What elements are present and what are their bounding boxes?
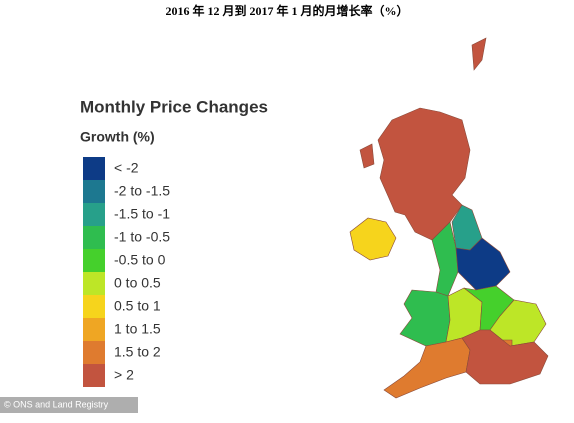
- legend: < -2 -2 to -1.5 -1.5 to -1 -1 to -0.5 -0.5 t…: [83, 157, 170, 387]
- legend-swatch: [83, 364, 105, 387]
- legend-swatch: [83, 203, 105, 226]
- legend-label: -0.5 to 0: [114, 252, 166, 268]
- legend-label: -1 to -0.5: [114, 229, 170, 245]
- legend-label: < -2: [114, 160, 139, 176]
- legend-swatch: [83, 272, 105, 295]
- legend-swatch: [83, 157, 105, 180]
- legend-swatch: [83, 341, 105, 364]
- legend-swatch: [83, 180, 105, 203]
- legend-title: Monthly Price Changes: [80, 97, 268, 116]
- legend-label: 0 to 0.5: [114, 275, 161, 291]
- legend-swatch: [83, 318, 105, 341]
- legend-label: 0.5 to 1: [114, 298, 161, 314]
- page-title: 2016 年 12 月到 2017 年 1 月的月增长率（%）: [165, 3, 408, 18]
- legend-subtitle: Growth (%): [80, 129, 155, 145]
- region-yorkshire: [455, 237, 511, 291]
- region-scotland-islands: [359, 37, 487, 169]
- region-northern-ireland: [349, 217, 397, 261]
- legend-label: 1.5 to 2: [114, 344, 161, 360]
- region-south-west: [383, 337, 471, 399]
- credit-bg: [0, 397, 138, 413]
- credit: © ONS and Land Registry: [4, 399, 109, 409]
- legend-label: 1 to 1.5: [114, 321, 161, 337]
- legend-label: > 2: [114, 367, 134, 383]
- legend-swatch: [83, 295, 105, 318]
- legend-label: -1.5 to -1: [114, 206, 170, 222]
- legend-swatch: [83, 249, 105, 272]
- region-north-west: [431, 221, 459, 297]
- map: [349, 37, 549, 399]
- region-south-east: [461, 329, 549, 385]
- legend-label: -2 to -1.5: [114, 183, 170, 199]
- region-wales: [399, 289, 451, 347]
- legend-swatch: [83, 226, 105, 249]
